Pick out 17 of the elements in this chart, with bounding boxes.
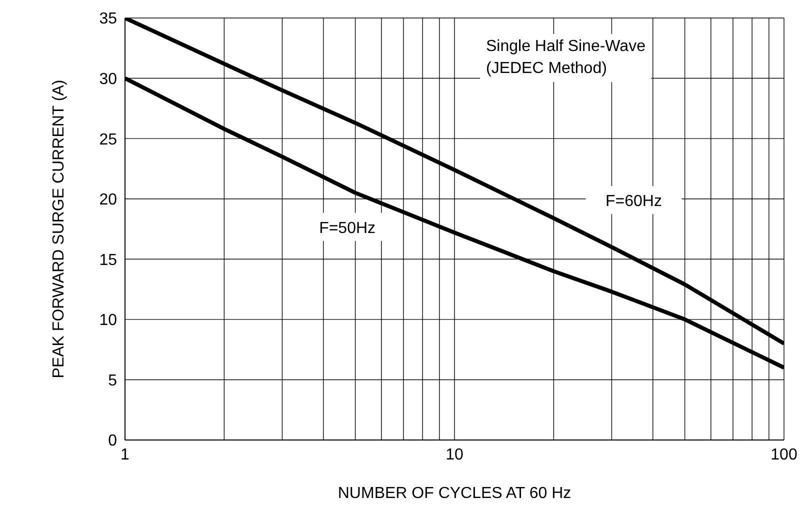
x-tick-label: 1 bbox=[120, 446, 130, 464]
y-tick-label: 25 bbox=[99, 131, 118, 148]
y-tick-label: 10 bbox=[99, 312, 118, 330]
series-label: F=50Hz bbox=[319, 220, 376, 237]
y-tick-label: 0 bbox=[108, 432, 118, 450]
y-tick-label: 20 bbox=[99, 192, 118, 209]
annotation: (JEDEC Method) bbox=[486, 59, 608, 79]
x-tick-label: 100 bbox=[770, 446, 798, 464]
y-tick-label: 35 bbox=[99, 10, 118, 28]
x-tick-label: 10 bbox=[446, 446, 464, 464]
series-label: F=60Hz bbox=[605, 193, 662, 210]
annotation: Single Half Sine-Wave bbox=[486, 37, 646, 57]
y-tick-label: 30 bbox=[99, 70, 118, 88]
y-tick-label: 5 bbox=[108, 372, 118, 390]
y-tick-label: 15 bbox=[99, 252, 118, 269]
x-axis-title: NUMBER OF CYCLES AT 60 Hz bbox=[338, 485, 572, 502]
y-axis-title: PEAK FORWARD SURGE CURRENT (A) bbox=[50, 80, 68, 378]
